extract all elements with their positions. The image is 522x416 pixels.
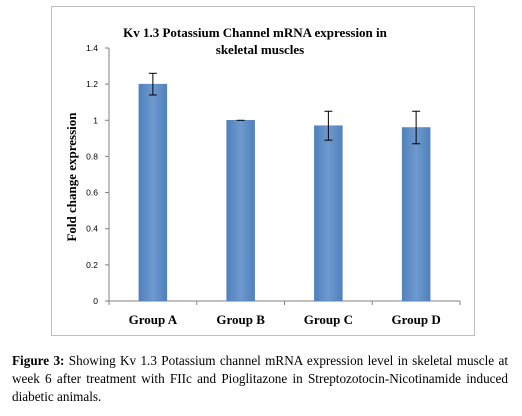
chart-axes <box>108 48 461 305</box>
y-tick-label: 0.6 <box>86 188 98 198</box>
x-category-label: Group A <box>129 312 178 327</box>
bar-group-b <box>226 120 255 302</box>
figure-caption-text: Showing Kv 1.3 Potassium channel mRNA ex… <box>12 353 508 404</box>
x-category-label: Group D <box>392 312 441 327</box>
y-tick-label: 0.8 <box>86 151 98 161</box>
x-axis-labels: Group A Group B Group C Group D <box>129 312 441 327</box>
x-category-label: Group B <box>216 312 265 327</box>
chart-bars <box>138 83 431 302</box>
y-tick-label: 0 <box>93 296 98 306</box>
figure-label: Figure 3: <box>12 353 65 368</box>
y-axis-ticks: 0 0.2 0.4 0.6 0.8 1 1.2 1.4 <box>86 43 109 306</box>
bar-group-a <box>138 83 168 302</box>
bar-group-c <box>314 125 343 302</box>
figure-caption: Figure 3: Showing Kv 1.3 Potassium chann… <box>12 352 508 406</box>
bar-chart: Kv 1.3 Potassium Channel mRNA expression… <box>64 25 461 327</box>
y-axis-label: Fold change expression <box>64 112 79 242</box>
chart-title-line-2: skeletal muscles <box>216 42 304 57</box>
y-tick-label: 1.2 <box>86 79 98 89</box>
y-tick-label: 1 <box>93 115 98 125</box>
bar-group-d <box>401 127 431 302</box>
y-tick-label: 0.4 <box>86 224 98 234</box>
y-tick-label: 0.2 <box>86 260 98 270</box>
x-category-label: Group C <box>304 312 353 327</box>
chart-error-bars <box>148 72 421 145</box>
y-tick-label: 1.4 <box>86 43 98 53</box>
chart-title-line-1: Kv 1.3 Potassium Channel mRNA expression… <box>123 25 388 40</box>
